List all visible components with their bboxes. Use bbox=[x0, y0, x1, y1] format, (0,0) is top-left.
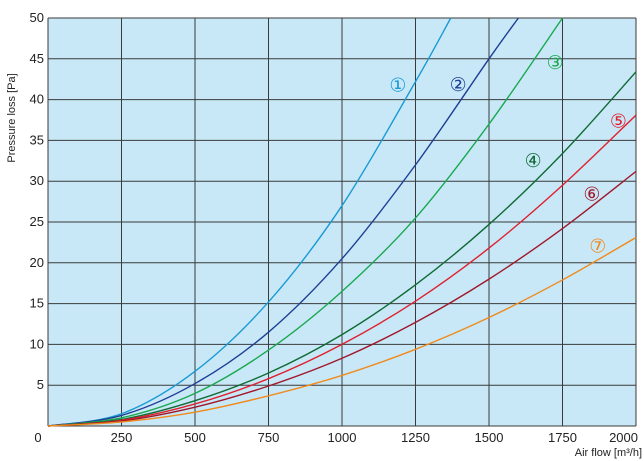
curve-labels: ① ② ③ ④ ⑤ ⑥ ⑦ bbox=[389, 52, 627, 258]
y-axis-label: Pressure loss [Pa] bbox=[6, 73, 18, 162]
y-tick-label: 30 bbox=[30, 173, 44, 188]
grid bbox=[47, 17, 637, 427]
curve-label-1: ① bbox=[389, 75, 406, 97]
x-tick-label: 1000 bbox=[328, 430, 357, 445]
series-line-6 bbox=[47, 170, 637, 427]
y-tick-label: 35 bbox=[30, 132, 44, 147]
x-tick-labels: 0 250 500 750 1000 1250 1500 1750 2000 bbox=[34, 430, 638, 445]
y-tick-labels: 5 10 15 20 25 30 35 40 45 50 bbox=[30, 10, 44, 392]
x-tick-label: 1750 bbox=[548, 430, 577, 445]
y-tick-label: 10 bbox=[30, 336, 44, 351]
x-tick-label: 1250 bbox=[401, 430, 430, 445]
series-line-7 bbox=[47, 236, 637, 427]
curve-label-3: ③ bbox=[547, 52, 564, 74]
series-line-4 bbox=[47, 71, 637, 427]
x-tick-label: 500 bbox=[184, 430, 206, 445]
y-tick-label: 15 bbox=[30, 296, 44, 311]
y-tick-label: 5 bbox=[37, 377, 44, 392]
y-tick-label: 25 bbox=[30, 214, 44, 229]
x-tick-label: 250 bbox=[111, 430, 133, 445]
y-tick-label: 20 bbox=[30, 255, 44, 270]
x-axis-label: Air flow [m³/h] bbox=[575, 447, 642, 459]
x-tick-label: 750 bbox=[258, 430, 280, 445]
y-tick-label: 40 bbox=[30, 92, 44, 107]
curve-label-6: ⑥ bbox=[583, 183, 600, 205]
series-line-3 bbox=[47, 17, 564, 427]
series-line-5 bbox=[47, 114, 637, 427]
curve-label-2: ② bbox=[450, 74, 467, 96]
x-tick-label: 2000 bbox=[609, 430, 638, 445]
curve-label-5: ⑤ bbox=[610, 111, 627, 133]
curve-label-7: ⑦ bbox=[589, 235, 606, 257]
y-tick-label: 45 bbox=[30, 51, 44, 66]
series-lines bbox=[47, 17, 637, 427]
y-tick-label: 50 bbox=[30, 10, 44, 25]
series-line-1 bbox=[47, 17, 452, 427]
x-tick-label: 1500 bbox=[475, 430, 504, 445]
curve-label-4: ④ bbox=[525, 150, 542, 172]
series-line-2 bbox=[47, 17, 519, 427]
x-tick-label: 0 bbox=[34, 430, 41, 445]
